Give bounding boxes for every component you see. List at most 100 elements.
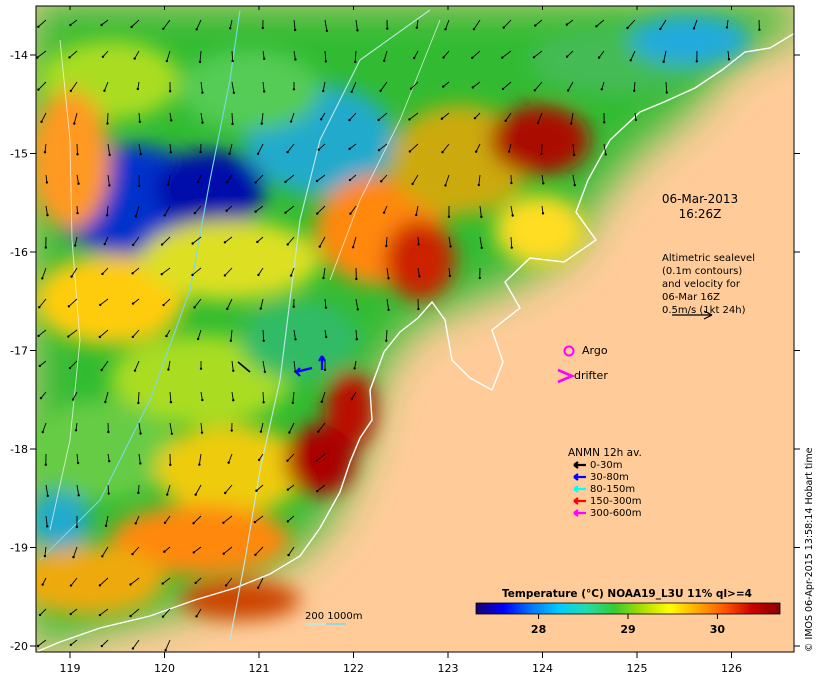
depth-legend-arrow-icon — [573, 509, 586, 517]
velocity-vector-head — [137, 401, 140, 405]
velocity-vector-head — [198, 60, 202, 64]
velocity-vector — [257, 577, 264, 588]
velocity-vector-head — [199, 367, 203, 370]
velocity-vector — [76, 174, 79, 184]
velocity-vector-head — [37, 25, 40, 29]
velocity-vector — [256, 484, 264, 492]
velocity-vector-head — [134, 522, 137, 525]
velocity-vector-head — [232, 91, 236, 94]
velocity-vector-head — [318, 245, 321, 248]
velocity-vector — [41, 267, 47, 279]
velocity-vector — [164, 546, 171, 553]
velocity-vector-head — [76, 461, 80, 465]
latitude-axis: -14 -15 -16 -17 -18 -19 -20 — [10, 49, 800, 653]
velocity-vector — [665, 81, 668, 93]
velocity-vector-head — [191, 242, 194, 245]
velocity-vector-head — [324, 306, 328, 309]
velocity-vector-head — [325, 29, 329, 33]
anmn-mooring-arrow — [318, 355, 326, 370]
velocity-vector — [409, 112, 419, 120]
velocity-vector-head — [100, 23, 103, 27]
velocity-vector-head — [324, 335, 328, 339]
velocity-vector-head — [194, 493, 197, 496]
sea-surface-temperature-field — [36, 6, 794, 652]
velocity-vector-head — [75, 525, 79, 529]
velocity-vector — [285, 205, 295, 214]
velocity-vector — [226, 298, 233, 310]
velocity-vector — [132, 546, 140, 555]
altimetry-note-line: (0.1m contours) — [662, 266, 742, 277]
velocity-vector-head — [600, 88, 603, 91]
argo-marker-icon — [563, 345, 575, 357]
velocity-vector-head — [129, 583, 132, 586]
velocity-vector-head — [417, 243, 420, 246]
velocity-vector — [287, 236, 295, 245]
velocity-vector-head — [695, 60, 698, 63]
velocity-vector — [138, 112, 141, 122]
velocity-vector-head — [36, 644, 40, 648]
velocity-vector-head — [45, 181, 49, 184]
velocity-vector-head — [168, 90, 172, 93]
velocity-vector-head — [72, 555, 75, 559]
velocity-vector — [231, 391, 234, 401]
velocity-vector-head — [477, 183, 481, 187]
velocity-vector-head — [320, 400, 324, 403]
velocity-vector — [321, 391, 326, 402]
velocity-vector-head — [725, 26, 729, 29]
velocity-vector — [197, 329, 202, 340]
velocity-vector-head — [659, 27, 662, 31]
velocity-vector-head — [727, 58, 731, 61]
longitude-tick-label: 119 — [60, 662, 81, 675]
velocity-vector-head — [348, 147, 351, 151]
velocity-vector-head — [224, 584, 228, 587]
velocity-vector-head — [222, 521, 225, 524]
velocity-vector-head — [37, 334, 40, 338]
velocity-vector-head — [291, 401, 295, 405]
velocity-vector-head — [662, 60, 665, 63]
velocity-vector — [319, 236, 326, 247]
velocity-vector — [70, 19, 78, 26]
velocity-vector — [161, 236, 171, 245]
velocity-vector — [293, 329, 296, 340]
velocity-vector-head — [225, 209, 228, 212]
velocity-vector — [38, 81, 47, 91]
velocity-vector — [567, 81, 574, 91]
velocity-vector — [105, 515, 109, 526]
velocity-vector-head — [385, 244, 388, 248]
velocity-vector-head — [67, 335, 70, 338]
velocity-vector-head — [507, 150, 511, 153]
velocity-vector — [378, 112, 388, 121]
velocity-vector — [503, 19, 512, 28]
velocity-vector — [229, 19, 233, 29]
velocity-vector — [199, 50, 202, 62]
velocity-vector — [196, 608, 202, 617]
velocity-vector — [475, 143, 481, 152]
velocity-vector-head — [160, 272, 163, 276]
velocity-vector-head — [70, 275, 73, 278]
depth-legend-label: 80-150m — [590, 484, 635, 495]
velocity-vector — [255, 174, 264, 183]
velocity-vector-head — [139, 432, 142, 435]
depth-legend-arrow-icon — [573, 461, 586, 469]
velocity-vector — [441, 112, 450, 120]
velocity-vector-head — [161, 582, 164, 585]
velocity-vector-head — [254, 181, 257, 184]
velocity-vector — [570, 112, 574, 124]
velocity-vector-head — [200, 431, 204, 434]
velocity-vector — [442, 81, 450, 87]
velocity-vector — [135, 205, 140, 217]
velocity-vector — [380, 174, 388, 182]
velocity-vector — [101, 639, 109, 647]
depth-legend-label: 300-600m — [590, 508, 642, 519]
velocity-vector — [107, 174, 110, 186]
velocity-vector — [132, 236, 140, 246]
velocity-vector-head — [380, 180, 383, 183]
velocity-vector — [448, 236, 452, 247]
velocity-vector-head — [412, 56, 416, 60]
velocity-vector-head — [604, 153, 607, 156]
velocity-vector-head — [350, 397, 353, 401]
velocity-vector — [45, 205, 48, 216]
longitude-tick-label: 123 — [438, 662, 459, 675]
velocity-vector-head — [536, 121, 540, 125]
velocity-vector — [262, 360, 266, 372]
